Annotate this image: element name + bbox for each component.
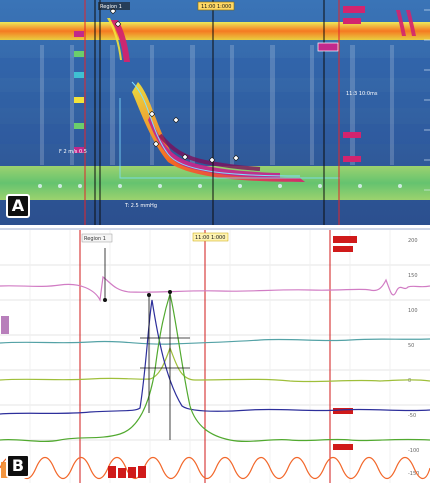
panel-a-time-small: 11:3 10:0ms: [346, 91, 378, 97]
panel-a-label: A: [6, 194, 30, 218]
panel-a-header: Region 1 11:00 1:000: [98, 1, 235, 11]
panel-b: Region 1 11:00 1:000 200 150 100 50 0 -5…: [0, 228, 430, 483]
panel-b-right-label-2: 150: [408, 273, 418, 279]
panel-a-left-markers: [74, 31, 84, 153]
panel-b-header: Region 1 11:00 1:000: [81, 232, 229, 243]
panel-b-right-label-1: 200: [408, 238, 418, 244]
panel-b-right-label-6: -50: [408, 413, 416, 419]
panel-a-note: F 2 m/s 0.5: [59, 149, 87, 155]
panel-b-right-label-5: 0: [408, 378, 411, 384]
panel-b-right-axis: 200 150 100 50 0 -50 -100 -150: [408, 238, 419, 477]
panel-b-header-time: 11:00 1:000: [195, 235, 225, 241]
panel-a-heatmap: Region 1 11:00 1:000 T: 2.5 mmHg F 2 m/s…: [0, 0, 430, 225]
panel-b-right-label-3: 100: [408, 308, 418, 314]
panel-a-header-text: Region 1: [100, 4, 122, 10]
panel-a-header-time: 11:00 1:000: [201, 4, 231, 10]
panel-b-right-label-4: 50: [408, 343, 414, 349]
panel-b-right-label-8: -150: [408, 471, 419, 477]
panel-a-timestamp: T: 2.5 mmHg: [124, 203, 157, 209]
panel-b-traces: Region 1 11:00 1:000 200 150 100 50 0 -5…: [0, 230, 430, 483]
panel-b-label: B: [6, 454, 30, 478]
panel-a: Region 1 11:00 1:000 T: 2.5 mmHg F 2 m/s…: [0, 0, 430, 225]
panel-b-right-label-7: -100: [408, 448, 419, 454]
panel-b-header-text: Region 1: [84, 236, 106, 242]
